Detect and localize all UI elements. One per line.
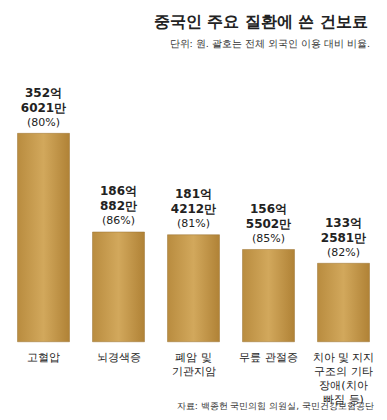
svg-text:자료: 백종헌 국민의힘 의원실, 국민건강보험공단: 자료: 백종헌 국민의힘 의원실, 국민건강보험공단 bbox=[177, 401, 374, 411]
svg-text:133억: 133억 bbox=[325, 216, 362, 230]
svg-text:빠짐 등): 빠짐 등) bbox=[323, 392, 364, 406]
svg-text:폐암 및: 폐암 및 bbox=[175, 351, 212, 364]
svg-text:무릎 관절증: 무릎 관절증 bbox=[239, 351, 298, 364]
svg-text:(85%): (85%) bbox=[252, 232, 285, 245]
svg-text:882만: 882만 bbox=[100, 199, 137, 213]
svg-text:단위: 원. 괄호는 전체 외국인 이용 대비 비율.: 단위: 원. 괄호는 전체 외국인 이용 대비 비율. bbox=[170, 38, 370, 49]
svg-text:치아 및 지지: 치아 및 지지 bbox=[313, 351, 375, 364]
svg-text:(81%): (81%) bbox=[177, 217, 210, 230]
svg-text:2581만: 2581만 bbox=[321, 231, 366, 245]
svg-text:뇌경색증: 뇌경색증 bbox=[97, 351, 141, 364]
svg-text:181억: 181억 bbox=[175, 187, 212, 201]
svg-text:6021만: 6021만 bbox=[21, 101, 66, 115]
svg-text:장애(치아: 장애(치아 bbox=[319, 379, 367, 392]
svg-text:352억: 352억 bbox=[25, 86, 62, 100]
svg-text:4212만: 4212만 bbox=[171, 202, 216, 216]
svg-text:156억: 156억 bbox=[250, 202, 287, 216]
svg-text:(86%): (86%) bbox=[102, 214, 135, 227]
svg-text:고혈압: 고혈압 bbox=[27, 351, 60, 364]
svg-text:(80%): (80%) bbox=[27, 116, 60, 129]
svg-text:5502만: 5502만 bbox=[246, 217, 291, 231]
svg-text:기관지암: 기관지암 bbox=[172, 365, 216, 378]
svg-text:(82%): (82%) bbox=[327, 246, 360, 259]
svg-text:구조의 기타: 구조의 기타 bbox=[314, 365, 373, 378]
svg-text:186억: 186억 bbox=[100, 184, 137, 198]
svg-text:중국인 주요 질환에 쓴 건보료: 중국인 주요 질환에 쓴 건보료 bbox=[154, 12, 368, 31]
